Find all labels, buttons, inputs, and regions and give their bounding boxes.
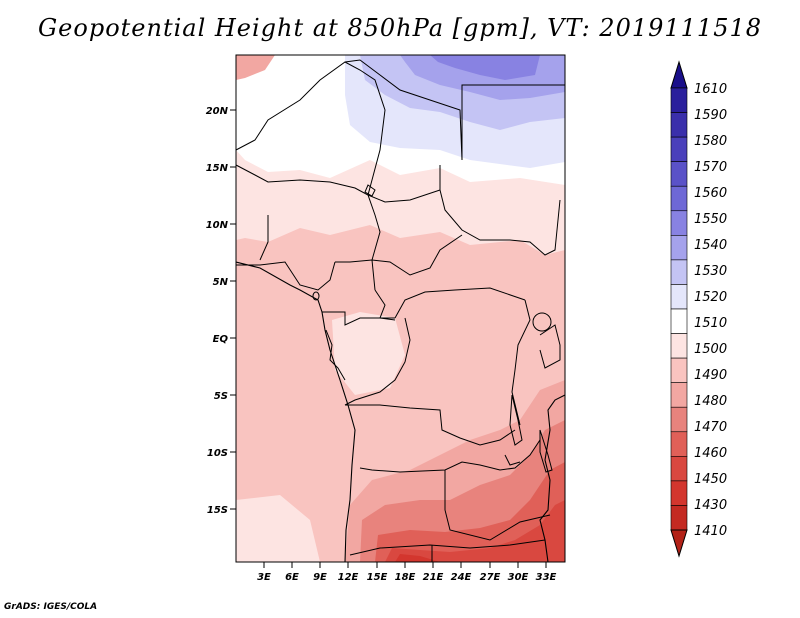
colorbar-swatch — [670, 431, 688, 457]
lon-label: 33E — [536, 572, 557, 583]
height-band-1450 — [385, 500, 565, 562]
colorbar-label: 1580 — [694, 134, 727, 149]
colorbar-swatch — [670, 406, 688, 433]
lon-label: 12E — [338, 572, 359, 583]
lon-label: 18E — [395, 572, 416, 583]
colorbar-label: 1540 — [694, 238, 727, 253]
colorbar-swatch — [670, 161, 688, 187]
lon-label: 24E — [451, 572, 472, 583]
colorbar-label: 1510 — [694, 316, 727, 331]
lat-label: 10N — [206, 220, 229, 231]
height-band-1550 — [430, 55, 540, 80]
colorbar-swatch — [670, 87, 688, 113]
colorbar-label: 1590 — [694, 108, 727, 123]
colorbar-label: 1430 — [694, 498, 727, 513]
colorbar-swatch — [670, 259, 688, 285]
colorbar-swatch — [670, 480, 688, 506]
colorbar-swatch — [670, 505, 688, 531]
colorbar-label: 1530 — [694, 264, 727, 279]
colorbar-label: 1470 — [694, 420, 727, 435]
lat-label: 15S — [207, 505, 228, 516]
lon-label: 27E — [480, 572, 501, 583]
colorbar-swatch — [670, 357, 688, 383]
lakes — [312, 184, 553, 473]
colorbar-swatch — [670, 382, 688, 408]
colorbar-segments — [670, 87, 688, 531]
lat-label: 5S — [214, 391, 228, 402]
lon-label: 3E — [257, 572, 271, 583]
colorbar-label: 1550 — [694, 212, 727, 227]
colorbar-top-arrow — [670, 60, 688, 89]
height-band-1430 — [395, 554, 440, 562]
colorbar-label: 1450 — [694, 472, 727, 487]
lon-label: 9E — [313, 572, 327, 583]
colorbar-swatch — [670, 456, 688, 482]
colorbar-label: 1570 — [694, 160, 727, 175]
longitude-axis: 3E 6E 9E 12E 15E 18E 21E 24E 27E 30E 33E — [257, 562, 557, 583]
colorbar: 1610 1590 1580 1570 1560 1550 1540 1530 … — [670, 60, 727, 558]
colorbar-label: 1480 — [694, 394, 727, 409]
colorbar-label: 1500 — [694, 342, 727, 357]
lat-label: 10S — [207, 448, 228, 459]
colorbar-swatch — [670, 210, 688, 236]
lat-label: EQ — [213, 334, 229, 345]
height-band-1500-congo — [332, 312, 405, 395]
map-frame — [235, 54, 566, 563]
lat-label: 5N — [213, 277, 229, 288]
colorbar-label: 1460 — [694, 446, 727, 461]
colorbar-swatch — [670, 284, 688, 310]
colorbar-label: 1490 — [694, 368, 727, 383]
colorbar-swatch — [670, 136, 688, 162]
lon-label: 6E — [285, 572, 299, 583]
lon-label: 15E — [367, 572, 388, 583]
colorbar-swatch — [670, 185, 688, 212]
lon-label: 30E — [508, 572, 529, 583]
lat-label: 20N — [206, 106, 229, 117]
height-band-1500-south — [236, 495, 320, 562]
colorbar-swatch — [670, 308, 688, 334]
colorbar-label: 1410 — [694, 524, 727, 539]
colorbar-labels: 1610 1590 1580 1570 1560 1550 1540 1530 … — [694, 82, 727, 539]
colorbar-swatch — [670, 333, 688, 359]
latitude-axis: 20N 15N 10N 5N EQ 5S 10S 15S — [206, 106, 236, 516]
height-band-1480-nw — [236, 55, 275, 80]
map-title: Geopotential Height at 850hPa [gpm], VT:… — [38, 14, 762, 42]
colorbar-swatch — [670, 235, 688, 261]
colorbar-bottom-arrow — [670, 529, 688, 558]
colorbar-label: 1520 — [694, 290, 727, 305]
colorbar-swatch — [670, 112, 688, 138]
colorbar-label: 1610 — [694, 82, 727, 97]
lon-label: 21E — [423, 572, 444, 583]
colorbar-label: 1560 — [694, 186, 727, 201]
height-band-1460 — [375, 462, 565, 562]
lat-label: 15N — [206, 163, 229, 174]
coastline — [236, 261, 565, 562]
map-plot-area — [236, 55, 565, 562]
country-borders — [236, 59, 565, 562]
grads-credit: GrADS: IGES/COLA — [4, 602, 98, 612]
